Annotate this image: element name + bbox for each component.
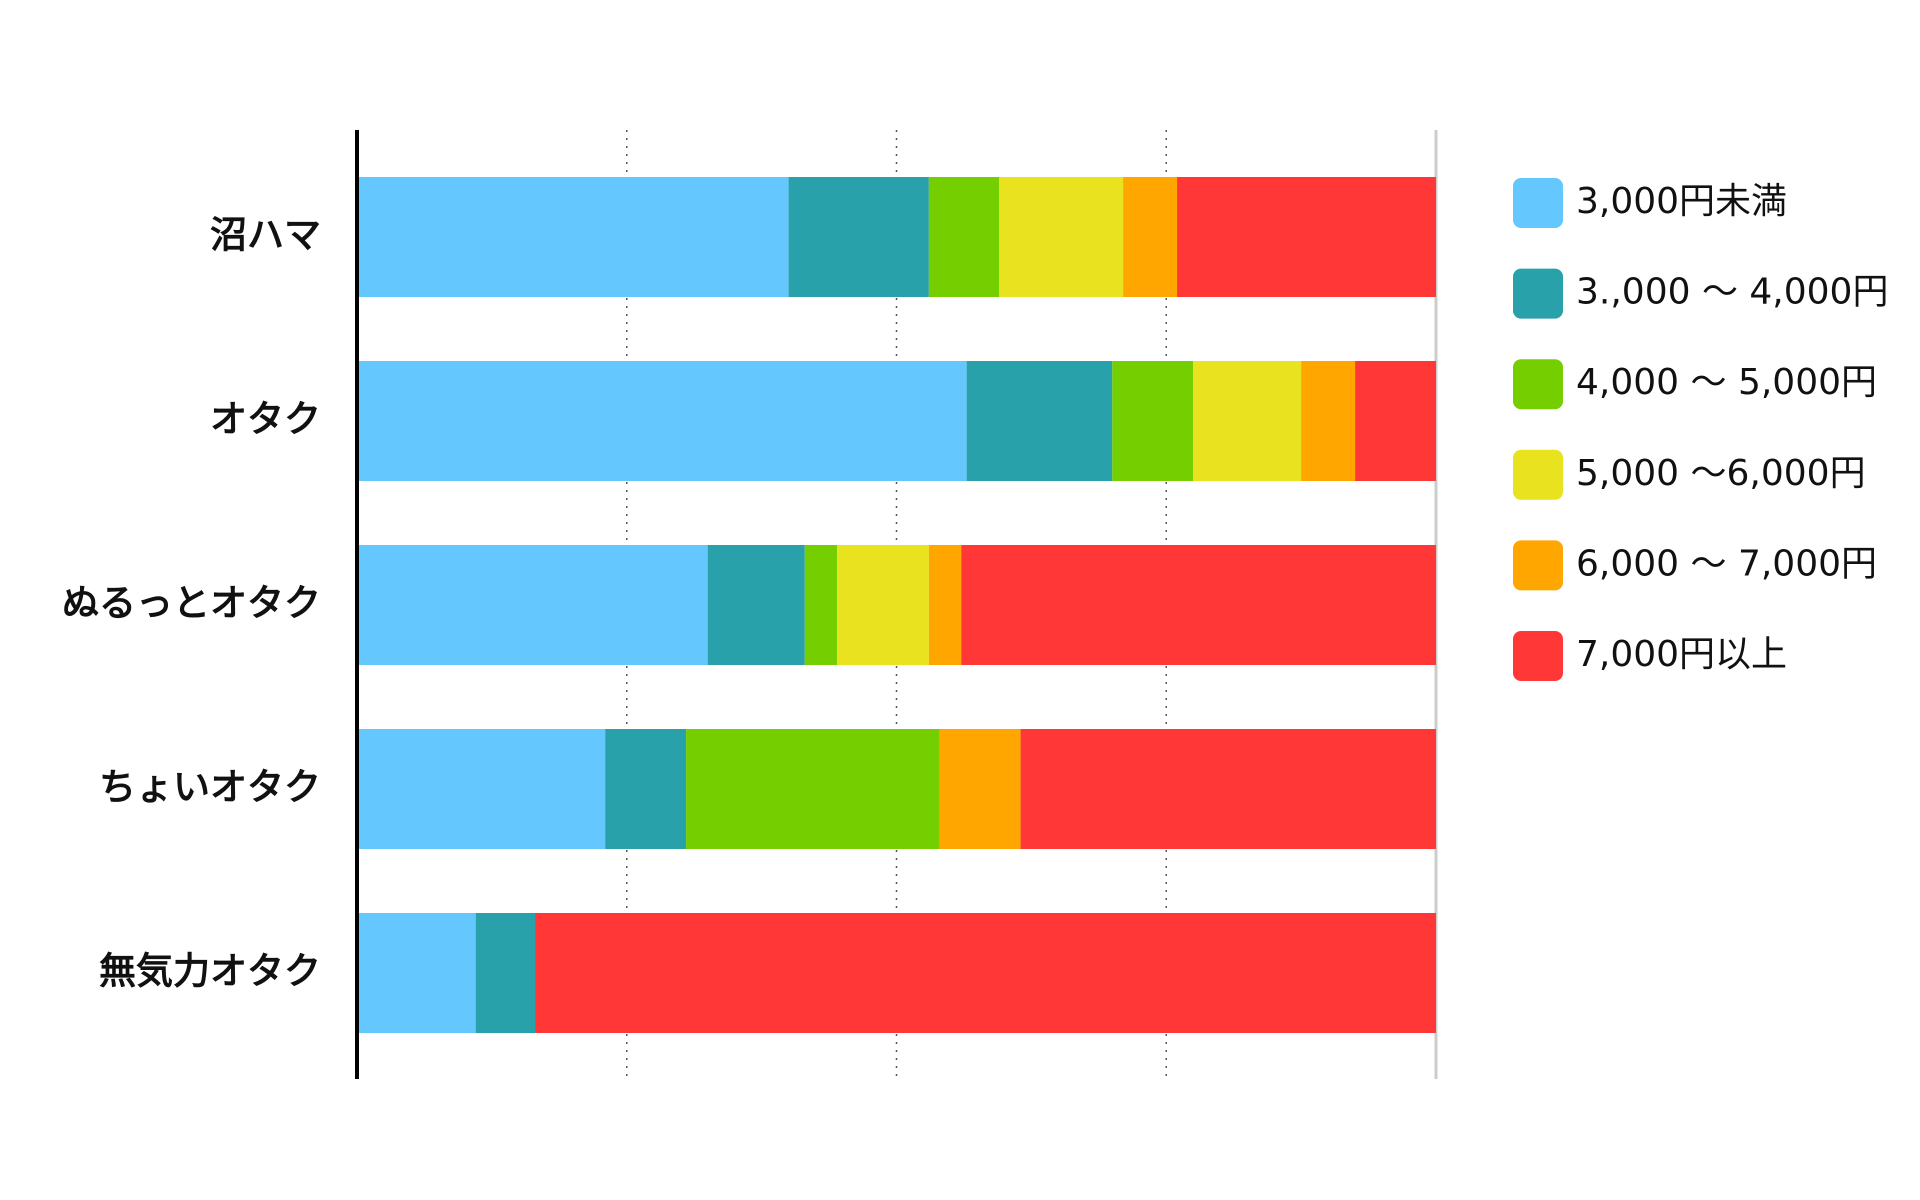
category-label: オタク (210, 398, 321, 441)
bar-segment (605, 729, 687, 849)
legend-label: 6,000 ～ 7,000円 (1576, 543, 1877, 584)
bar-segment (966, 361, 1113, 481)
bar-segment (357, 361, 967, 481)
legend-swatch (1513, 540, 1563, 591)
bar-segment (686, 729, 940, 849)
bar-segment (535, 913, 1436, 1033)
bar-segment (357, 913, 476, 1033)
legend-swatch (1513, 178, 1563, 228)
bar-segment (837, 545, 929, 665)
legend-swatch (1513, 268, 1563, 319)
legend-label: 5,000 ～6,000円 (1576, 453, 1866, 494)
category-label: 無気力オタク (99, 950, 321, 993)
bar-segment (1020, 729, 1436, 849)
bar-segment (475, 913, 536, 1033)
bar-segment (1112, 361, 1194, 481)
bar-segment (928, 177, 1000, 297)
bar-segment (788, 177, 929, 297)
legend-label: 7,000円以上 (1576, 634, 1787, 675)
bar-segment (357, 545, 708, 665)
bar-segment (707, 545, 805, 665)
bar-segment (939, 729, 1021, 849)
category-label: ぬるっとオタク (62, 582, 321, 625)
bar-segment (1123, 177, 1178, 297)
bar-segment (999, 177, 1124, 297)
legend-label: 4,000 ～ 5,000円 (1576, 362, 1877, 403)
bar-segment (961, 545, 1436, 665)
bar-segment (357, 177, 789, 297)
bar-segment (357, 729, 606, 849)
bar-segment (1301, 361, 1356, 481)
category-label: 沼ハマ (210, 214, 321, 257)
bar-segment (1193, 361, 1302, 481)
legend-swatch (1513, 359, 1563, 410)
legend-label: 3,000円未満 (1576, 181, 1787, 222)
bar-segment (804, 545, 838, 665)
bar-segment (928, 545, 962, 665)
legend-swatch (1513, 449, 1563, 500)
category-label: ちょいオタク (99, 766, 321, 809)
legend-swatch (1513, 631, 1563, 681)
bar-segment (1177, 177, 1436, 297)
legend-label: 3.,000 ～ 4,000円 (1576, 272, 1888, 313)
bar-segment (1355, 361, 1436, 481)
